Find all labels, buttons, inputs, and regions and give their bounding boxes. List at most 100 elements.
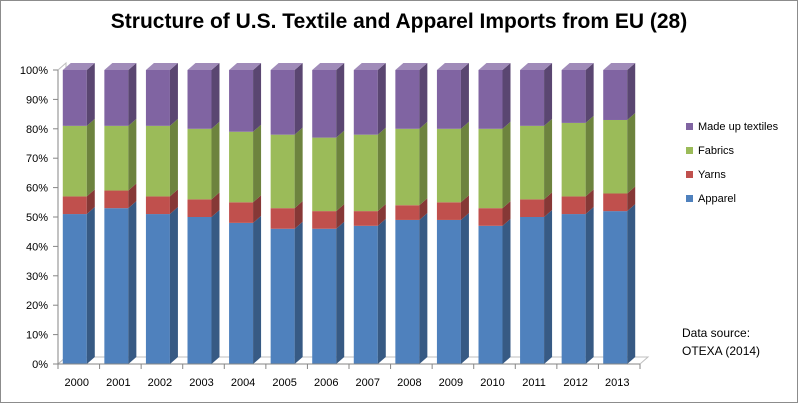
- bar-side: [253, 195, 262, 223]
- bar-front: [520, 217, 545, 364]
- y-tick-label: 90%: [26, 94, 48, 106]
- y-tick-label: 70%: [26, 153, 48, 165]
- bar-front: [520, 199, 545, 217]
- bar-segment-made-up-textiles: [603, 63, 636, 120]
- bar-side: [502, 218, 511, 364]
- bar-side: [86, 189, 95, 215]
- bar-front: [312, 137, 337, 212]
- x-tick-label: 2001: [106, 377, 130, 389]
- x-tick-label: 2012: [563, 377, 587, 389]
- bar-side: [627, 186, 636, 212]
- bar-segment-apparel: [520, 210, 553, 364]
- bar-side: [169, 207, 178, 364]
- bar-front: [436, 219, 461, 364]
- bar-side: [460, 121, 469, 203]
- bar-segment-apparel: [478, 218, 511, 364]
- bar-front: [395, 219, 420, 364]
- bar-front: [436, 70, 461, 129]
- bar-segment-made-up-textiles: [478, 63, 511, 129]
- bar-front: [104, 208, 129, 364]
- bar-front: [561, 70, 586, 123]
- bar-front: [312, 228, 337, 364]
- bar-front: [478, 225, 503, 364]
- bar-segment-made-up-textiles: [145, 63, 178, 126]
- bar-segment-apparel: [561, 207, 594, 364]
- bar-segment-fabrics: [353, 127, 386, 212]
- bar-segment-made-up-textiles: [62, 63, 95, 126]
- legend-swatch: [686, 147, 693, 154]
- bar-segment-yarns: [187, 192, 220, 217]
- bar-stack-2013: [603, 63, 636, 364]
- bar-side: [86, 118, 95, 197]
- bar-segment-made-up-textiles: [561, 63, 594, 123]
- legend-item-apparel: Apparel: [686, 193, 736, 205]
- bar-side: [128, 118, 137, 191]
- y-tick-label: 50%: [26, 212, 48, 224]
- bar-front: [104, 125, 129, 191]
- y-axis: 0% 10% 20% 30% 40% 50% 60% 70% 80% 90% 100%: [20, 65, 59, 371]
- x-tick-label: 2008: [397, 377, 421, 389]
- bar-segment-yarns: [104, 183, 137, 209]
- y-tick-label: 40%: [26, 241, 48, 253]
- bar-front: [561, 214, 586, 364]
- bar-side: [627, 63, 636, 120]
- legend-label: Yarns: [698, 169, 726, 181]
- x-tick-label: 2007: [356, 377, 380, 389]
- y-tick-label: 100%: [20, 65, 48, 77]
- x-tick-label: 2013: [605, 377, 629, 389]
- bar-stack-2008: [395, 63, 428, 364]
- bar-stack-2010: [478, 63, 511, 364]
- bar-side: [211, 210, 220, 364]
- bar-side: [377, 204, 386, 226]
- bar-front: [520, 70, 545, 126]
- bar-side: [419, 63, 428, 129]
- bar-side: [128, 63, 137, 126]
- bar-stack-2011: [520, 63, 553, 364]
- bar-front: [312, 211, 337, 229]
- x-tick-label: 2010: [480, 377, 504, 389]
- bar-stack-2007: [353, 63, 386, 364]
- bar-side: [128, 183, 137, 209]
- bar-front: [561, 122, 586, 197]
- bar-stack-2009: [436, 63, 469, 364]
- bar-side: [544, 63, 553, 126]
- bar-segment-fabrics: [603, 112, 636, 194]
- bar-segment-apparel: [436, 212, 469, 364]
- bar-segment-fabrics: [478, 121, 511, 209]
- x-tick-label: 2002: [148, 377, 172, 389]
- bar-segment-made-up-textiles: [229, 63, 262, 132]
- bar-front: [270, 208, 295, 229]
- bar-top: [145, 63, 178, 70]
- bar-front: [603, 211, 628, 364]
- bar-top: [478, 63, 511, 70]
- bar-front: [145, 70, 170, 126]
- data-source-label: Data source:: [682, 326, 751, 340]
- y-tick-label: 10%: [26, 330, 48, 342]
- legend-item-fabrics: Fabrics: [686, 145, 735, 157]
- bar-front: [395, 205, 420, 220]
- bar-side: [544, 192, 553, 217]
- legend-item-yarns: Yarns: [686, 169, 726, 181]
- bar-segment-yarns: [478, 201, 511, 226]
- bar-front: [603, 193, 628, 212]
- bar-top: [395, 63, 428, 70]
- bar-stack-2004: [229, 63, 262, 364]
- y-tick-label: 20%: [26, 300, 48, 312]
- bar-segment-apparel: [145, 207, 178, 364]
- bars: [62, 63, 636, 364]
- bar-side: [502, 201, 511, 226]
- bar-front: [270, 134, 295, 209]
- bar-segment-apparel: [187, 210, 220, 364]
- bar-segment-made-up-textiles: [436, 63, 469, 129]
- x-tick-label: 2011: [522, 377, 546, 389]
- bar-side: [419, 198, 428, 220]
- bar-side: [585, 207, 594, 364]
- x-tick-label: 2005: [272, 377, 296, 389]
- bar-segment-apparel: [62, 207, 95, 364]
- bar-side: [169, 189, 178, 215]
- bar-stack-2012: [561, 63, 594, 364]
- bar-front: [436, 128, 461, 203]
- legend-swatch: [686, 171, 693, 178]
- legend: Made up textiles Fabrics Yarns Apparel: [686, 121, 779, 205]
- bar-segment-fabrics: [395, 121, 428, 206]
